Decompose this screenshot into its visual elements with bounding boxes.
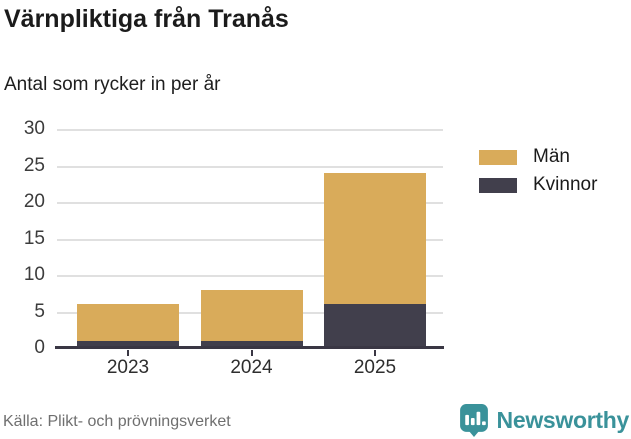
bar-chart-speech-bubble-icon — [459, 403, 489, 437]
gridline-20 — [57, 202, 443, 204]
gridline-25 — [57, 165, 443, 168]
gridline-15 — [57, 238, 443, 241]
legend: Män Kvinnor — [479, 146, 598, 195]
x-tick-2025 — [374, 350, 376, 356]
y-tick-label-25: 25 — [23, 154, 45, 176]
y-tick-label-5: 5 — [34, 300, 45, 322]
bar-segment-2023-Män — [77, 304, 179, 341]
bar-segment-2025-Män — [324, 172, 426, 305]
x-label-2023: 2023 — [106, 357, 150, 378]
x-label-2024: 2024 — [230, 357, 273, 378]
x-tick-2023 — [127, 350, 129, 356]
legend-item-Män: Män — [479, 146, 597, 167]
y-tick-label-15: 15 — [23, 227, 45, 249]
page-title: Värnpliktiga från Tranås — [4, 5, 289, 33]
legend-label-Män: Män — [533, 146, 570, 167]
brand-name: Newsworthy — [496, 406, 630, 433]
x-label-2025: 2025 — [353, 357, 397, 378]
x-axis-line — [55, 346, 444, 349]
gridline-10 — [57, 275, 443, 277]
legend-item-Kvinnor: Kvinnor — [479, 174, 598, 195]
bar-segment-2024-Män — [200, 289, 303, 341]
x-tick-2024 — [250, 350, 253, 356]
y-tick-label-20: 20 — [23, 191, 45, 212]
y-tick-label-10: 10 — [23, 264, 45, 285]
y-tick-label-0: 0 — [34, 337, 45, 358]
bar-segment-2023-Kvinnor — [77, 340, 179, 348]
source-note: Källa: Plikt- och prövningsverket — [3, 413, 231, 430]
bar-segment-2025-Kvinnor — [324, 304, 426, 348]
brand-logo: Newsworthy — [459, 403, 629, 437]
gridline-30 — [57, 129, 443, 131]
chart-subtitle: Antal som rycker in per år — [4, 74, 221, 95]
legend-swatch-Män — [479, 149, 517, 165]
bar-segment-2024-Kvinnor — [200, 340, 303, 348]
legend-label-Kvinnor: Kvinnor — [533, 174, 598, 195]
plot-area: 2023 2024 2025 — [55, 129, 444, 378]
y-tick-label-30: 30 — [23, 118, 45, 139]
legend-swatch-Kvinnor — [479, 177, 517, 193]
